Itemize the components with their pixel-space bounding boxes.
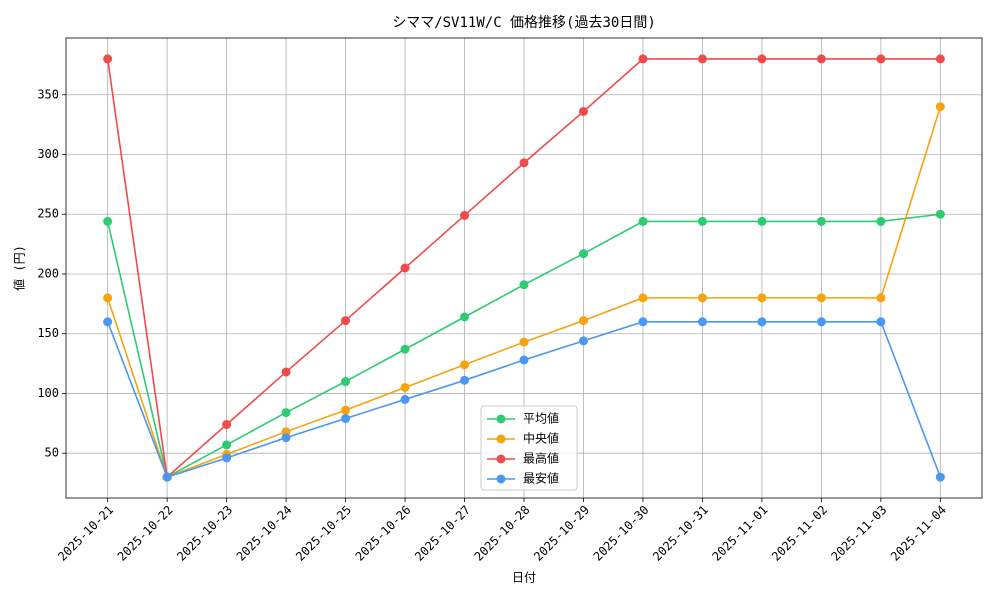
legend-marker — [496, 414, 506, 424]
x-tick-label: 2025-10-24 — [234, 503, 295, 564]
data-point — [816, 293, 826, 303]
data-point — [162, 472, 172, 482]
data-point — [341, 414, 351, 424]
legend-label: 平均値 — [523, 411, 559, 426]
x-axis-label: 日付 — [512, 571, 536, 585]
data-point — [935, 102, 945, 112]
x-tick-label: 2025-10-23 — [174, 503, 235, 564]
data-point — [935, 54, 945, 64]
y-axis-label: 値 (円) — [12, 245, 27, 291]
data-point — [876, 293, 886, 303]
data-point — [578, 249, 588, 259]
x-tick-label: 2025-10-30 — [591, 503, 652, 564]
data-point — [816, 54, 826, 64]
x-tick-label: 2025-10-26 — [353, 503, 414, 564]
data-point — [935, 209, 945, 219]
data-point — [757, 317, 767, 327]
y-tick-label: 250 — [37, 207, 59, 221]
data-point — [638, 317, 648, 327]
data-point — [281, 367, 291, 377]
data-point — [281, 433, 291, 443]
data-point — [697, 54, 707, 64]
data-point — [816, 317, 826, 327]
data-point — [757, 293, 767, 303]
data-point — [578, 336, 588, 346]
x-tick-label: 2025-10-22 — [115, 503, 176, 564]
data-point — [460, 360, 470, 370]
x-tick-label: 2025-11-03 — [828, 503, 889, 564]
x-tick-label: 2025-11-04 — [888, 503, 949, 564]
chart-title: シママ/SV11W/C 価格推移(過去30日間) — [392, 15, 656, 31]
data-point — [460, 210, 470, 220]
y-tick-label: 150 — [37, 326, 59, 340]
data-point — [697, 216, 707, 226]
data-point — [519, 280, 529, 290]
data-point — [400, 382, 410, 392]
data-point — [103, 216, 113, 226]
y-tick-label: 350 — [37, 87, 59, 101]
data-point — [935, 472, 945, 482]
data-point — [400, 394, 410, 404]
data-point — [876, 54, 886, 64]
data-point — [816, 216, 826, 226]
data-point — [460, 375, 470, 385]
x-tick-label: 2025-10-28 — [472, 503, 533, 564]
data-point — [222, 440, 232, 450]
data-point — [578, 106, 588, 116]
legend-marker — [496, 434, 506, 444]
y-tick-label: 50 — [45, 446, 59, 460]
data-point — [519, 355, 529, 365]
data-point — [400, 263, 410, 273]
x-tick-label: 2025-10-21 — [55, 503, 116, 564]
data-point — [103, 54, 113, 64]
data-point — [697, 317, 707, 327]
data-point — [222, 420, 232, 430]
y-tick-label: 300 — [37, 147, 59, 161]
x-tick-label: 2025-10-27 — [412, 503, 473, 564]
data-point — [103, 317, 113, 327]
data-point — [638, 216, 648, 226]
data-point — [876, 317, 886, 327]
data-point — [460, 312, 470, 322]
plot-frame — [65, 37, 983, 499]
data-point — [341, 316, 351, 326]
data-point — [400, 344, 410, 354]
y-tick-label: 200 — [37, 266, 59, 280]
legend-box — [480, 405, 578, 491]
legend-label: 最安値 — [523, 471, 559, 486]
data-point — [876, 216, 886, 226]
data-point — [281, 408, 291, 418]
data-point — [638, 293, 648, 303]
data-point — [638, 54, 648, 64]
data-point — [578, 316, 588, 326]
x-tick-label: 2025-11-02 — [769, 503, 830, 564]
data-point — [757, 54, 767, 64]
data-point — [519, 337, 529, 347]
x-tick-label: 2025-10-31 — [650, 503, 711, 564]
y-tick-label: 100 — [37, 386, 59, 400]
data-point — [341, 405, 351, 415]
data-point — [757, 216, 767, 226]
data-point — [697, 293, 707, 303]
legend-marker — [496, 454, 506, 464]
data-point — [222, 453, 232, 463]
legend-label: 中央値 — [523, 431, 559, 446]
x-tick-label: 2025-11-01 — [710, 503, 771, 564]
data-point — [519, 158, 529, 168]
x-tick-label: 2025-10-29 — [531, 503, 592, 564]
legend-label: 最高値 — [523, 451, 559, 466]
data-point — [341, 377, 351, 387]
data-point — [103, 293, 113, 303]
legend-marker — [496, 474, 506, 484]
x-tick-label: 2025-10-25 — [293, 503, 354, 564]
